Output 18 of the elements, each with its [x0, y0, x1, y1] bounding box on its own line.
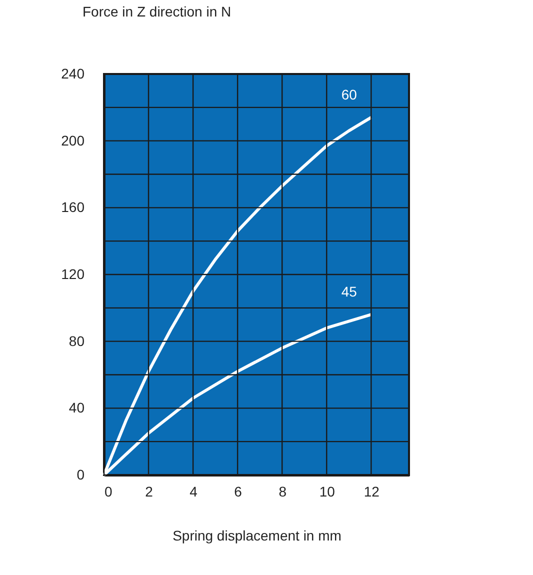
x-tick-label: 8: [278, 484, 287, 500]
y-tick-label: 40: [68, 400, 85, 416]
y-tick-label: 160: [61, 199, 85, 216]
y-tick-label: 80: [68, 332, 85, 349]
series-label: 60: [341, 86, 358, 102]
y-tick-label: 120: [61, 266, 85, 282]
y-axis-title: Force in Z direction in N: [82, 4, 232, 20]
x-axis-title: Spring displacement in mm: [172, 528, 342, 544]
x-tick-label: 2: [145, 484, 154, 500]
x-tick-label: 4: [190, 484, 198, 500]
x-tick-label: 10: [319, 484, 336, 500]
y-tick-label: 200: [61, 132, 85, 148]
x-tick-label: 6: [234, 484, 242, 500]
series-label: 45: [341, 284, 358, 300]
y-tick-label: 0: [76, 466, 85, 482]
y-tick-label: 240: [61, 66, 85, 82]
x-tick-label: 0: [104, 484, 112, 500]
x-tick-label: 12: [364, 484, 380, 500]
